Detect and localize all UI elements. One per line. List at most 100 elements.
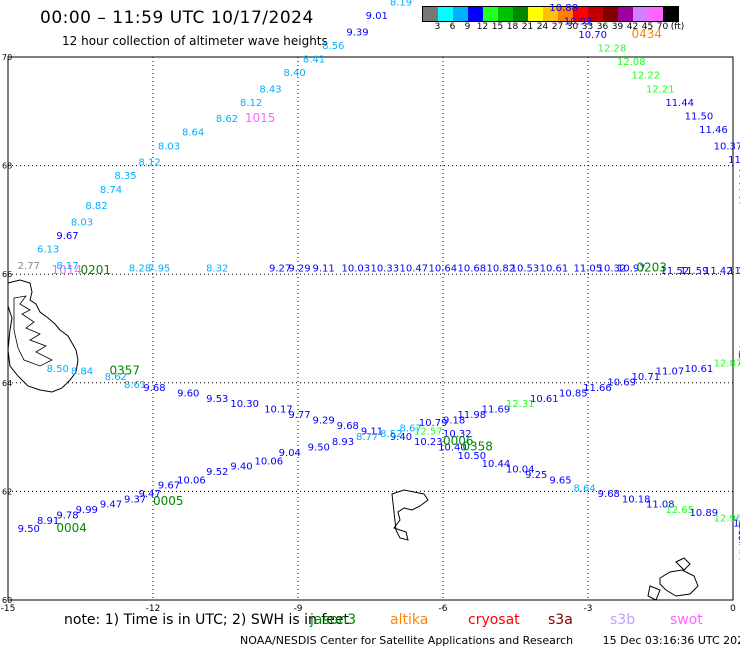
legend-item-jason3: jason3 (310, 612, 357, 628)
wave-height-label: 9.67 (158, 481, 180, 492)
colorbar-label: 15 (491, 22, 504, 32)
lon-tick-label: 0 (730, 604, 736, 614)
colorbar-cell (528, 7, 543, 21)
wave-height-label: 9.81 (738, 535, 740, 546)
wave-height-label: 9.53 (206, 394, 228, 405)
colorbar-label: (ft) (670, 22, 685, 32)
wave-height-label: 9.52 (206, 467, 228, 478)
wave-height-label: 10.83 (738, 168, 740, 179)
wave-height-label: 10.30 (230, 399, 259, 410)
wave-height-label: 8.82 (85, 201, 107, 212)
lon-tick-label: -15 (1, 604, 16, 614)
lon-tick-label: -9 (294, 604, 303, 614)
wave-height-label: 9.40 (390, 432, 412, 443)
wave-height-label: 10.40 (438, 443, 467, 454)
lat-tick-label: 68 (2, 162, 12, 171)
wave-height-label: 10.61 (685, 364, 714, 375)
wave-height-label: 12.96 (714, 513, 740, 524)
wave-height-label: 8.03 (71, 217, 93, 228)
colorbar-cell (573, 7, 588, 21)
wave-height-label: 8.32 (206, 263, 228, 274)
wave-height-label: 12.87 (714, 359, 740, 370)
wave-height-label: 11.42 (704, 266, 733, 277)
colorbar-cell (483, 7, 498, 21)
wave-height-label: 9.67 (56, 231, 78, 242)
legend-item-altika: altika (390, 612, 429, 628)
pass-time-label: 0434 (632, 27, 663, 41)
wave-height-label: 12.57 (414, 426, 443, 437)
colorbar-cell (453, 7, 468, 21)
wave-height-label: 9.01 (366, 11, 388, 22)
wave-height-label: 10.50 (458, 451, 487, 462)
wave-height-label: 8.17 (56, 261, 78, 272)
wave-height-label: 10.70 (578, 30, 607, 41)
footer-timestamp: 15 Dec 03:16:36 UTC 2024 (602, 634, 740, 647)
wave-height-label: 8.61 (124, 380, 146, 391)
wave-height-label: 10.69 (607, 378, 636, 389)
wave-height-label: 9.99 (76, 505, 98, 516)
wave-height-label: 7.95 (148, 263, 170, 274)
wave-height-label: 10.03 (342, 263, 371, 274)
colorbar-label: 18 (506, 22, 519, 32)
wave-height-label: 15.51 (738, 543, 740, 554)
colorbar-label: 36 (596, 22, 609, 32)
wave-height-label: 9.29 (288, 263, 310, 274)
legend-item-cryosat: cryosat (468, 612, 520, 628)
wave-height-label: 9.92 (738, 530, 740, 541)
lon-tick-label: -6 (439, 604, 448, 614)
wave-height-label: 2.77 (18, 261, 40, 272)
footer-org: NOAA/NESDIS Center for Satellite Applica… (240, 634, 574, 647)
wave-height-label: 8.74 (100, 185, 122, 196)
wave-height-label: 9.65 (549, 475, 571, 486)
wave-height-label: 10.23 (414, 437, 443, 448)
wave-height-label: 8.12 (139, 158, 161, 169)
wave-height-label: 10.74 (738, 521, 740, 532)
pass-time-label: 0357 (110, 364, 141, 378)
chart-subtitle: 12 hour collection of altimeter wave hei… (62, 34, 328, 48)
wave-height-label: 11.66 (583, 383, 612, 394)
wave-height-label: 10.61 (540, 263, 569, 274)
wave-height-label: 10.71 (632, 372, 661, 383)
colorbar-cell (633, 7, 648, 21)
legend-item-s3a: s3a (548, 612, 573, 628)
wave-height-label: 9.18 (443, 416, 465, 427)
wave-height-label: 8.64 (182, 128, 204, 139)
wave-height-label: 9.50 (18, 524, 40, 535)
wave-height-label: 10.85 (559, 388, 588, 399)
wave-height-label: 9.11 (313, 263, 335, 274)
colorbar-label: 30 (566, 22, 579, 32)
colorbar-label: 12 (476, 22, 489, 32)
wave-height-label: 10.64 (429, 263, 458, 274)
wave-height-label: 9.68 (337, 421, 359, 432)
colorbar-label: 27 (551, 22, 564, 32)
legend-note: note: 1) Time is in UTC; 2) SWH is in fe… (64, 612, 350, 628)
land-iceland-fjords (13, 295, 53, 367)
colorbar-cell (423, 7, 438, 21)
colorbar-cell (558, 7, 573, 21)
wave-height-label: 10.88 (549, 3, 578, 14)
wave-height-label: 11.50 (685, 111, 714, 122)
wave-height-label: 8.03 (158, 141, 180, 152)
wave-height-label: 11.5 (738, 182, 740, 193)
wave-height-label: 8.84 (71, 367, 93, 378)
colorbar-label: 21 (521, 22, 534, 32)
land-shetland (647, 557, 699, 601)
colorbar-cell (543, 7, 558, 21)
pass-time-label: 0203 (636, 260, 667, 274)
wave-height-label: 9.29 (313, 416, 335, 427)
wave-height-label: 10.06 (255, 456, 284, 467)
wave-height-label: 13.28 (738, 345, 740, 356)
wave-height-label: 9.78 (56, 511, 78, 522)
wave-height-label: 11.61 (728, 266, 740, 277)
wave-height-label: 12.23 (738, 353, 740, 364)
pass-time-label: 0358 (462, 440, 493, 454)
colorbar-cell (588, 7, 603, 21)
footer: NOAA/NESDIS Center for Satellite Applica… (240, 634, 740, 647)
wave-height-label: 9.39 (346, 27, 368, 38)
pass-time-label: 0007 (738, 347, 740, 361)
colorbar (422, 6, 679, 22)
wave-height-label: 10.82 (487, 263, 516, 274)
colorbar-label: 9 (464, 22, 471, 32)
wave-height-label: 11.59 (680, 266, 709, 277)
